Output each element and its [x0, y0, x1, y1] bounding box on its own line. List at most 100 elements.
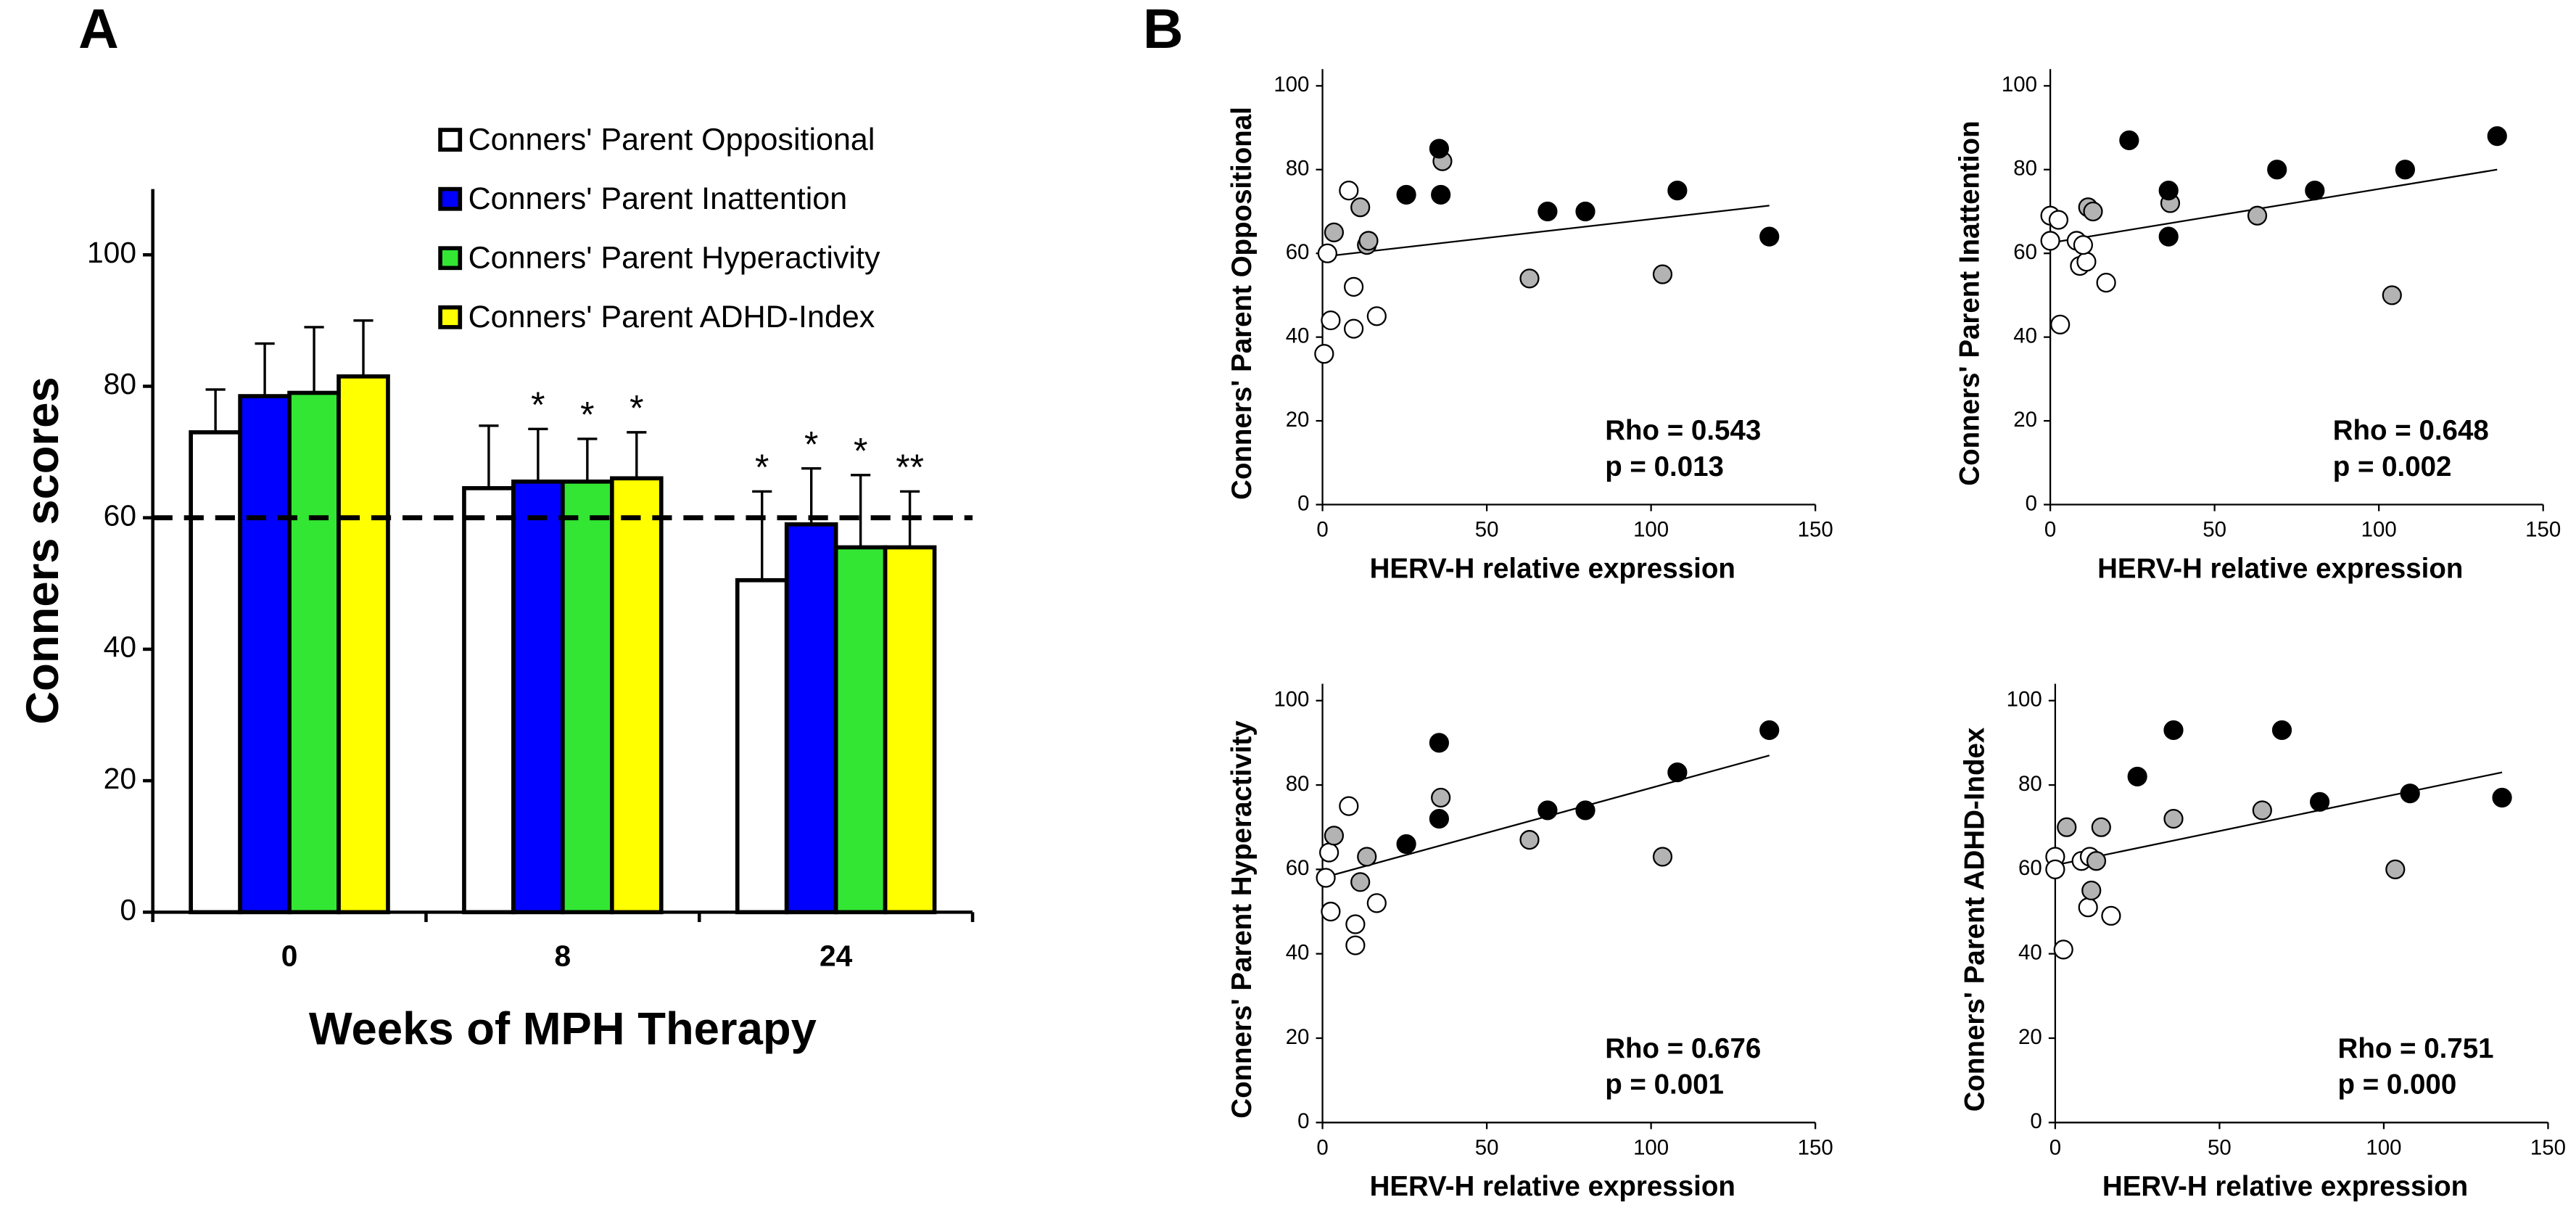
significance-mark: ** — [896, 447, 924, 488]
point — [1321, 310, 1341, 331]
point — [1575, 201, 1595, 222]
point — [1366, 893, 1387, 913]
point — [2073, 235, 2093, 255]
annotation: Rho = 0.543 — [1605, 415, 1761, 446]
point — [2086, 851, 2107, 871]
point — [1431, 184, 1451, 205]
point — [1344, 276, 1364, 297]
point — [2158, 226, 2179, 247]
y-tick-label: 80 — [1286, 157, 1310, 181]
y-tick-label: 100 — [2007, 688, 2042, 712]
point — [1575, 800, 1595, 821]
y-tick-label: 0 — [1297, 1109, 1309, 1133]
y-tick-label: 40 — [2013, 324, 2037, 348]
point — [1345, 914, 1366, 934]
point — [1652, 847, 1673, 867]
point — [1396, 834, 1416, 855]
point — [1345, 935, 1366, 955]
panel-label: B — [1143, 0, 1184, 60]
point — [1759, 226, 1780, 247]
point — [2247, 205, 2268, 226]
point — [1519, 268, 1540, 289]
point — [1339, 181, 1359, 201]
annotation: Rho = 0.751 — [2338, 1033, 2494, 1064]
point — [2078, 897, 2098, 918]
bar — [561, 480, 614, 915]
x-tick-label: 0 — [2044, 518, 2056, 542]
significance-mark: * — [531, 385, 545, 425]
y-tick-label: 60 — [104, 498, 136, 532]
panel-label: A — [78, 0, 119, 60]
x-tick-label: 0 — [1316, 1135, 1328, 1159]
x-axis-label: HERV-H relative expression — [2102, 1171, 2468, 1202]
legend-swatch — [438, 305, 463, 329]
y-tick-label: 100 — [87, 236, 136, 269]
point — [1537, 201, 1558, 222]
point — [1350, 872, 1371, 892]
y-tick-label: 20 — [2018, 1025, 2042, 1049]
point — [2487, 126, 2507, 147]
y-tick-label: 0 — [120, 893, 136, 926]
y-axis-label: Conners scores — [17, 377, 68, 724]
x-tick-label: 150 — [2525, 518, 2561, 542]
y-axis-label: Conners' Parent Inattention — [1954, 120, 1986, 485]
bar — [462, 486, 516, 915]
point — [1357, 847, 1377, 867]
y-tick-label: 20 — [1286, 1025, 1310, 1049]
x-axis-label: Weeks of MPH Therapy — [309, 1003, 817, 1054]
annotation: p = 0.000 — [2338, 1069, 2457, 1101]
y-tick-label: 100 — [1273, 73, 1309, 96]
legend-swatch — [438, 128, 463, 152]
y-tick-label: 0 — [2030, 1109, 2042, 1133]
legend-swatch — [438, 246, 463, 271]
point — [2163, 720, 2184, 741]
point — [1667, 181, 1688, 201]
point — [2127, 766, 2147, 787]
y-tick-label: 60 — [1286, 856, 1310, 880]
point — [1429, 808, 1450, 829]
y-axis-label: Conners' Parent Hyperactivity — [1226, 720, 1258, 1119]
point — [2382, 285, 2402, 305]
x-tick-label: 50 — [2203, 518, 2226, 542]
point — [2083, 201, 2103, 222]
point — [1350, 197, 1371, 218]
x-tick-label: 8 — [555, 939, 571, 973]
point — [2395, 160, 2415, 180]
significance-mark: * — [804, 424, 818, 464]
x-tick-label: 100 — [2366, 1135, 2401, 1159]
y-tick-label: 40 — [1286, 940, 1310, 964]
point — [2081, 880, 2102, 901]
point — [1344, 318, 1364, 339]
point — [1324, 222, 1345, 242]
point — [2310, 791, 2330, 812]
legend-label: Conners' Parent Inattention — [468, 181, 848, 216]
x-tick-label: 150 — [1798, 1135, 1833, 1159]
x-tick-label: 150 — [1798, 518, 1833, 542]
bar — [287, 390, 341, 915]
x-tick-label: 100 — [1633, 518, 1669, 542]
annotation: p = 0.001 — [1605, 1069, 1724, 1101]
point — [1759, 720, 1780, 741]
point — [1339, 796, 1359, 816]
bar — [238, 394, 292, 915]
y-axis-label: Conners' Parent Oppositional — [1226, 107, 1258, 500]
x-tick-label: 100 — [2361, 518, 2397, 542]
point — [1317, 243, 1337, 263]
point — [1321, 901, 1341, 922]
point — [2119, 130, 2139, 150]
y-tick-label: 100 — [1273, 688, 1309, 712]
y-tick-label: 20 — [2013, 408, 2037, 432]
y-tick-label: 80 — [104, 367, 136, 400]
point — [2305, 181, 2325, 201]
point — [2057, 817, 2077, 837]
point — [2101, 905, 2121, 926]
x-tick-label: 0 — [281, 939, 298, 973]
trendline — [2055, 771, 2503, 866]
point — [2400, 784, 2420, 804]
bar — [784, 522, 838, 915]
significance-mark: * — [854, 430, 867, 471]
x-tick-label: 150 — [2530, 1135, 2566, 1159]
y-tick-label: 20 — [104, 762, 136, 795]
y-axis-label: Conners' Parent ADHD-Index — [1959, 727, 1990, 1111]
x-tick-label: 50 — [1475, 518, 1499, 542]
